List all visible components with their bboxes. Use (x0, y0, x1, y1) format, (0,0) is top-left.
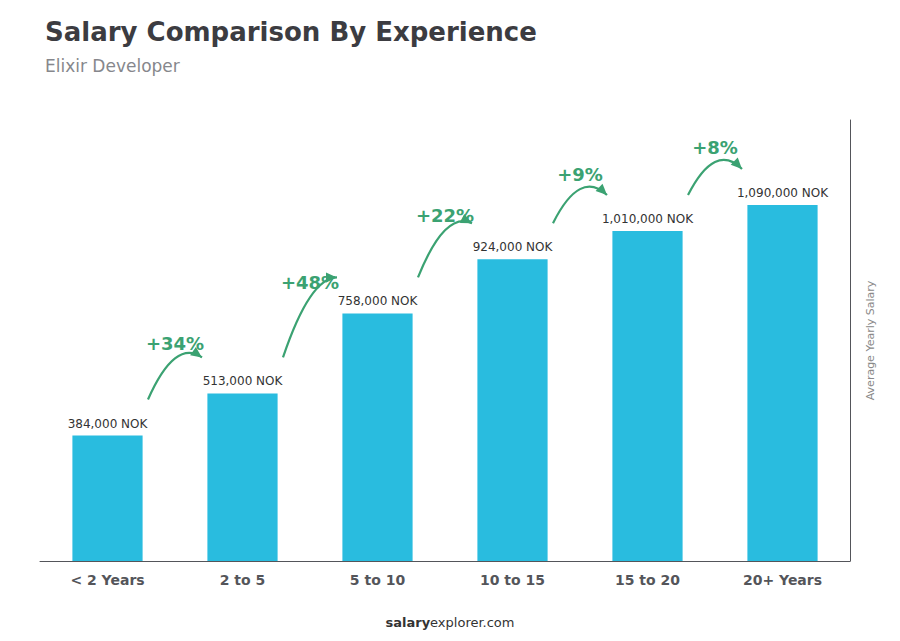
svg-text:Average Yearly Salary: Average Yearly Salary (864, 280, 877, 400)
svg-text:758,000 NOK: 758,000 NOK (338, 294, 419, 308)
svg-text:salary: salary (385, 615, 430, 630)
svg-text:explorer.com: explorer.com (430, 615, 514, 630)
svg-text:+22%: +22% (416, 205, 474, 226)
svg-text:Elixir Developer: Elixir Developer (45, 56, 180, 76)
svg-text:20+ Years: 20+ Years (743, 572, 822, 588)
svg-text:924,000 NOK: 924,000 NOK (473, 240, 554, 254)
svg-text:+8%: +8% (692, 137, 738, 158)
svg-text:384,000 NOK: 384,000 NOK (68, 417, 149, 431)
svg-text:2 to 5: 2 to 5 (220, 572, 266, 588)
svg-text:+48%: +48% (281, 272, 339, 293)
svg-text:10 to 15: 10 to 15 (480, 572, 545, 588)
svg-text:1,010,000 NOK: 1,010,000 NOK (602, 212, 694, 226)
svg-text:513,000 NOK: 513,000 NOK (203, 374, 284, 388)
svg-text:Salary Comparison By Experienc: Salary Comparison By Experience (45, 17, 537, 47)
svg-text:1,090,000 NOK: 1,090,000 NOK (737, 186, 829, 200)
svg-text:5 to 10: 5 to 10 (350, 572, 406, 588)
svg-text:+34%: +34% (146, 333, 204, 354)
svg-text:< 2 Years: < 2 Years (70, 572, 144, 588)
svg-text:15 to 20: 15 to 20 (615, 572, 680, 588)
svg-text:+9%: +9% (557, 164, 603, 185)
